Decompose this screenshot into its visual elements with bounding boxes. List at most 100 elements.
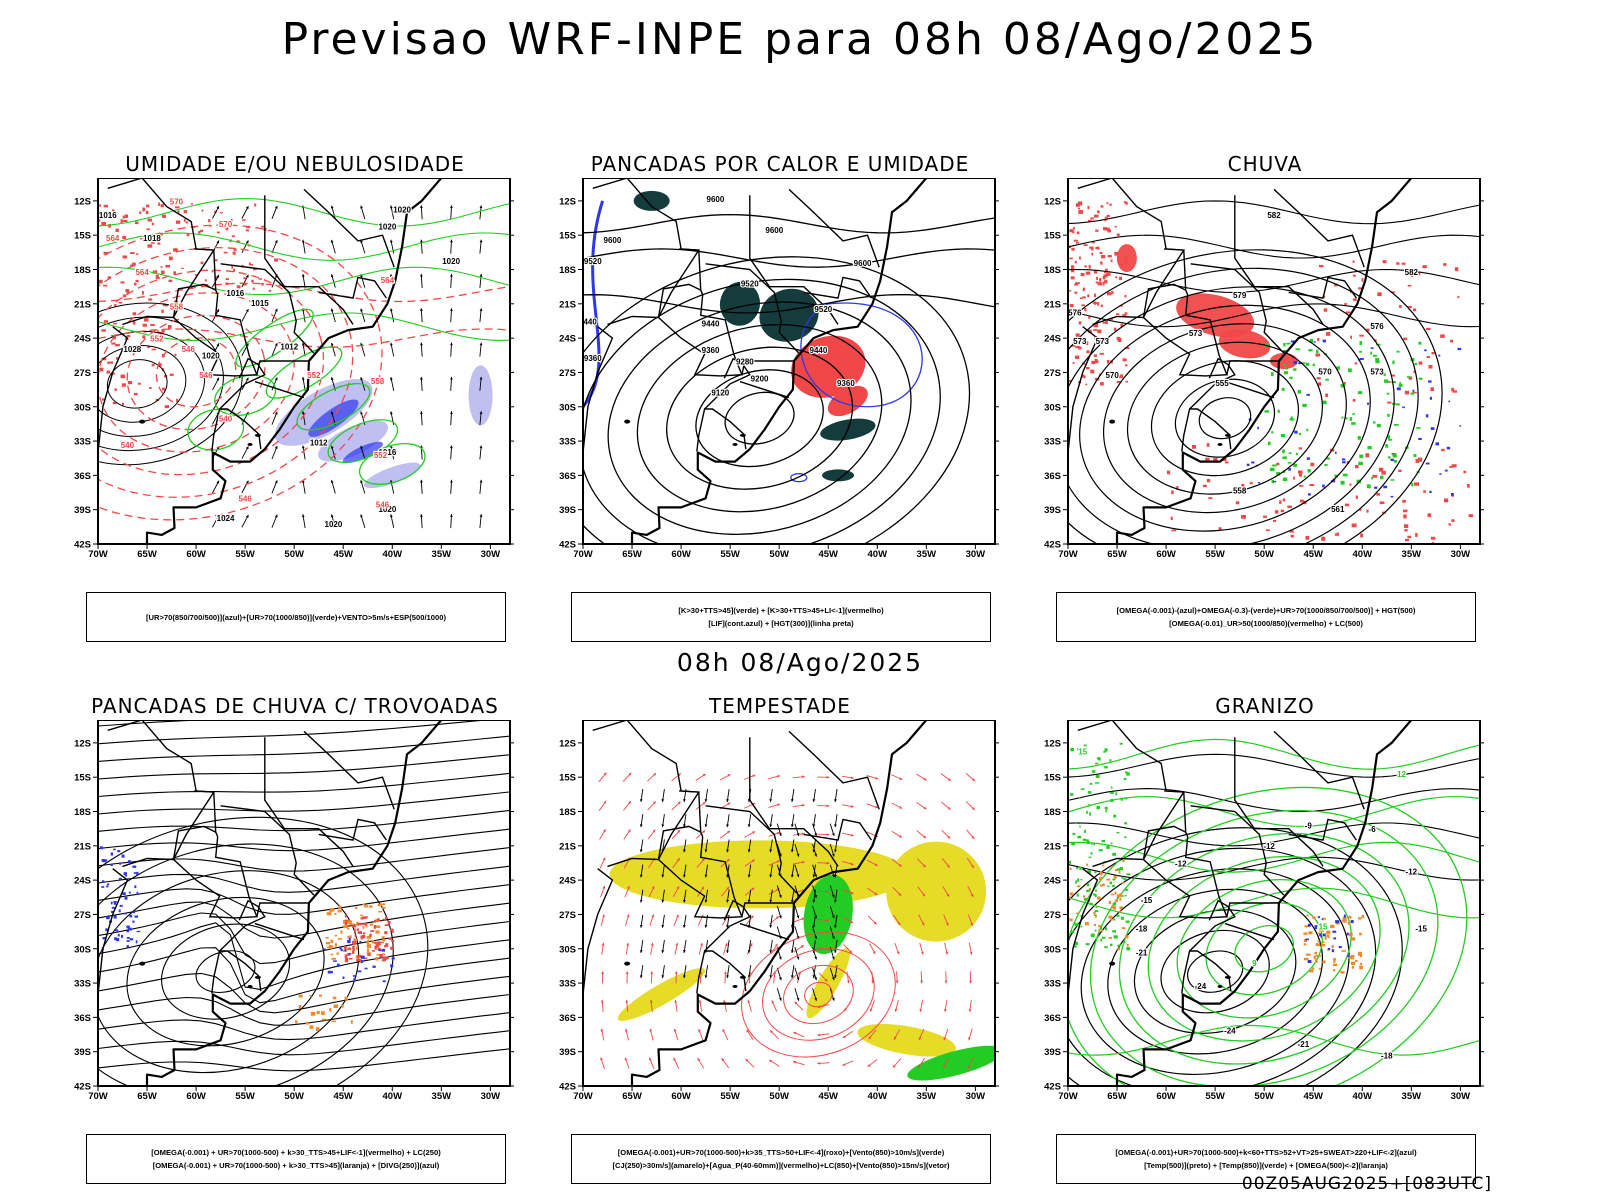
forecast-map: 1016 1018 1016 1015 1020 1020 1020 1028 1020 1012… — [74, 178, 514, 560]
lat-tick-label: 21S — [74, 841, 91, 852]
lon-tick-label: 60W — [671, 549, 691, 560]
contour-label: 561 — [1331, 505, 1345, 514]
panel-title: CHUVA — [1227, 152, 1303, 176]
lon-tick-label: 40W — [383, 1091, 403, 1102]
legend-line: [UR>70(850/700/500)](azul)+[UR>70(1000/8… — [146, 612, 446, 622]
lat-tick-label: 12S — [74, 196, 91, 207]
coastline — [583, 178, 928, 544]
lon-tick-label: 50W — [284, 1091, 304, 1102]
contour-label: 546 — [199, 371, 213, 380]
contour-label: 558 — [371, 377, 385, 386]
map-fields: 9600 9600 9600 9600 9520 9520 9520 9440 9440 9440… — [579, 178, 995, 544]
lat-tick-label: 21S — [559, 299, 576, 310]
contour-label: 573 — [1096, 337, 1110, 346]
lat-tick-label: 30S — [74, 402, 91, 413]
lon-tick-label: 65W — [622, 1091, 642, 1102]
forecast-map: -6-9-12-12-12-15-15-18-21-24-24-21-21-18… — [1044, 720, 1484, 1102]
contour-label: 15 — [1319, 922, 1328, 931]
contour-label: 9440 — [702, 320, 720, 329]
lon-tick-label: 35W — [432, 1091, 452, 1102]
lat-tick-label: 36S — [1044, 471, 1061, 482]
contour-label: 1028 — [123, 345, 141, 354]
lon-tick-label: 45W — [818, 549, 838, 560]
lat-tick-label: 42S — [559, 540, 576, 551]
contour-label: 15 — [1078, 747, 1087, 756]
lon-tick-label: 70W — [573, 1091, 593, 1102]
forecast-map: 9600 9600 9600 9600 9520 9520 9520 9440 9440 9440… — [559, 178, 999, 560]
contour-label: 576 — [1068, 308, 1082, 317]
contour-label: 570 — [219, 220, 233, 229]
contour-label: 1020 — [393, 205, 411, 214]
map-frame — [1067, 178, 1481, 545]
map-fields: 582 582 579 576 576 573 573 573 573 570 570 555 558 5… — [1068, 178, 1480, 544]
lon-tick-label: 30W — [966, 549, 986, 560]
contour-label: -12 — [1406, 867, 1418, 876]
lon-tick-label: 65W — [137, 549, 157, 560]
contour-label: 582 — [1267, 211, 1281, 220]
lon-tick-label: 70W — [1058, 1091, 1078, 1102]
lon-tick-label: 65W — [622, 549, 642, 560]
contour-label: -21 — [1136, 949, 1148, 958]
lon-tick-label: 70W — [1058, 549, 1078, 560]
lon-tick-label: 70W — [88, 549, 108, 560]
lat-tick-label: 42S — [1044, 540, 1061, 551]
contour-label: 1015 — [251, 299, 269, 308]
contour-label: 9 — [1252, 959, 1257, 968]
lat-tick-label: 24S — [1044, 334, 1061, 345]
map-frame — [1067, 720, 1481, 1087]
lat-tick-label: 27S — [74, 910, 91, 921]
lon-tick-label: 70W — [88, 1091, 108, 1102]
lat-tick-label: 42S — [74, 540, 91, 551]
lat-tick-label: 18S — [1044, 807, 1061, 818]
map-panel-3: CHUVA 582 582 579 576 576 573 573 573 573 570 570 55… — [1030, 152, 1500, 652]
contour-label: 1020 — [378, 505, 396, 514]
contour-label: 555 — [1215, 379, 1229, 388]
lon-tick-label: 35W — [917, 549, 937, 560]
legend-box: [OMEGA(-0.001)+UR>70(1000-500)+k<60+TTS>… — [1056, 1134, 1476, 1184]
contour-label: 9440 — [579, 317, 597, 326]
lon-tick-label: 70W — [573, 549, 593, 560]
contour-label: 564 — [106, 234, 120, 243]
lat-tick-label: 33S — [559, 979, 576, 990]
lat-tick-label: 12S — [559, 196, 576, 207]
coastline — [98, 720, 443, 1086]
lat-tick-label: 39S — [559, 505, 576, 516]
contour-label: -15 — [1415, 925, 1427, 934]
contour-label: 552 — [374, 451, 388, 460]
lon-tick-label: 35W — [432, 549, 452, 560]
lat-tick-label: 36S — [559, 1013, 576, 1024]
main-title: Previsao WRF-INPE para 08h 08/Ago/2025 — [281, 14, 1319, 65]
lon-tick-label: 55W — [235, 1091, 255, 1102]
lon-tick-label: 55W — [1205, 1091, 1225, 1102]
lat-tick-label: 12S — [1044, 196, 1061, 207]
panel-title: TEMPESTADE — [709, 694, 851, 718]
contour-label: 546 — [376, 500, 390, 509]
contour-label: 1020 — [442, 257, 460, 266]
lon-tick-label: 30W — [481, 1091, 501, 1102]
lat-tick-label: 24S — [559, 876, 576, 887]
lon-tick-label: 50W — [1254, 549, 1274, 560]
model-run-stamp: 00Z05AUG2025+[083UTC] — [1241, 1174, 1492, 1194]
lat-tick-label: 42S — [1044, 1082, 1061, 1093]
lat-tick-label: 24S — [74, 876, 91, 887]
lat-tick-label: 39S — [1044, 1047, 1061, 1058]
contour-label: 576 — [1370, 322, 1384, 331]
lat-tick-label: 30S — [559, 402, 576, 413]
contour-label: 9520 — [741, 280, 759, 289]
contour-label: 1020 — [325, 520, 343, 529]
contour-label: 1020 — [202, 352, 220, 361]
lat-tick-label: 27S — [559, 368, 576, 379]
panel-title: UMIDADE E/OU NEBULOSIDADE — [125, 152, 465, 176]
lon-tick-label: 55W — [720, 549, 740, 560]
lat-tick-label: 21S — [1044, 299, 1061, 310]
contour-label: -12 — [1263, 842, 1275, 851]
lat-tick-label: 30S — [559, 944, 576, 955]
contour-label: -24 — [1224, 1026, 1236, 1035]
lat-tick-label: 18S — [1044, 265, 1061, 276]
contour-label: 1020 — [378, 222, 396, 231]
lon-tick-label: 65W — [1107, 549, 1127, 560]
